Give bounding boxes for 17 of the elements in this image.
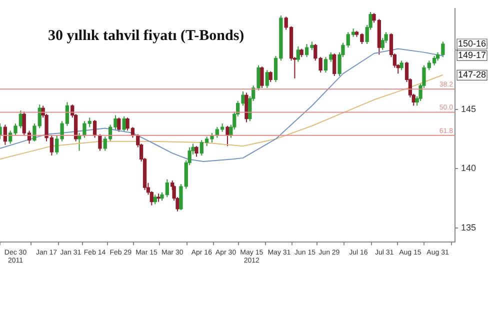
candlestick [332,53,336,77]
candlestick [194,146,198,158]
candlestick [92,119,97,138]
y-tick-label: 145 [461,104,476,114]
candlestick [117,117,121,132]
candlestick [296,46,300,62]
candlestick [268,70,272,82]
annotation: 149-17 [458,50,486,60]
candlestick [400,60,404,71]
text: 30 yıllık tahvil fiyatı (T-Bonds) [48,28,244,45]
candlestick [265,70,269,88]
candlestick [260,66,264,88]
y-tick-label: 140 [461,163,476,174]
candlestick [98,134,102,152]
annotation: 147-28 [458,70,486,80]
annotation: 150-16 [458,38,486,48]
y-tick-label: 135 [461,222,476,232]
